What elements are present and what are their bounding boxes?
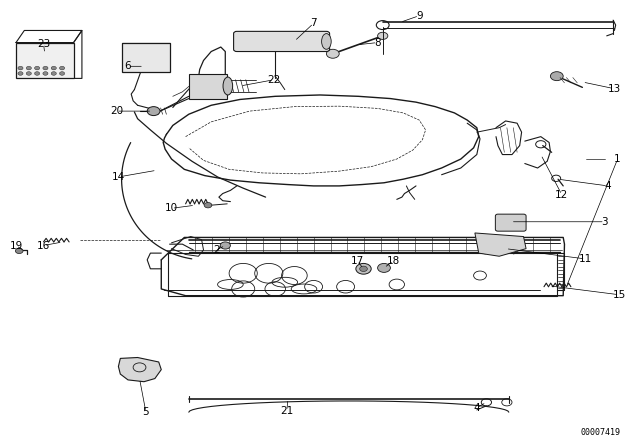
Circle shape	[60, 66, 65, 70]
Circle shape	[326, 49, 339, 58]
Text: 14: 14	[112, 172, 125, 182]
Bar	[122, 43, 170, 72]
Polygon shape	[475, 233, 526, 256]
Circle shape	[220, 242, 230, 249]
Text: 4: 4	[605, 181, 611, 191]
Circle shape	[356, 263, 371, 274]
Circle shape	[60, 72, 65, 75]
Circle shape	[43, 66, 48, 70]
Circle shape	[43, 72, 48, 75]
Circle shape	[378, 263, 390, 272]
Text: 22: 22	[268, 75, 280, 85]
Text: 4: 4	[474, 403, 480, 413]
Circle shape	[18, 66, 23, 70]
Text: 13: 13	[608, 84, 621, 94]
Ellipse shape	[321, 34, 332, 49]
Text: 11: 11	[579, 254, 592, 264]
Circle shape	[26, 66, 31, 70]
Circle shape	[35, 72, 40, 75]
Text: 12: 12	[556, 190, 568, 200]
Text: 21: 21	[280, 406, 293, 416]
Circle shape	[378, 32, 388, 39]
Text: 00007419: 00007419	[581, 428, 621, 437]
Circle shape	[550, 72, 563, 81]
Circle shape	[18, 72, 23, 75]
Circle shape	[51, 66, 56, 70]
Circle shape	[360, 266, 367, 271]
Text: 8: 8	[374, 38, 381, 47]
Text: 23: 23	[37, 39, 50, 49]
Text: 16: 16	[37, 241, 50, 250]
Text: 10: 10	[165, 203, 178, 213]
Text: 20: 20	[110, 106, 123, 116]
Text: 2: 2	[213, 245, 220, 255]
Text: 1: 1	[614, 154, 621, 164]
Text: 15: 15	[613, 290, 626, 300]
Circle shape	[204, 202, 212, 208]
Circle shape	[51, 72, 56, 75]
Ellipse shape	[223, 77, 233, 95]
FancyBboxPatch shape	[234, 31, 330, 52]
Circle shape	[35, 66, 40, 70]
FancyBboxPatch shape	[495, 214, 526, 231]
Circle shape	[147, 107, 160, 116]
Text: 6: 6	[125, 61, 131, 71]
Circle shape	[26, 72, 31, 75]
Text: 7: 7	[310, 18, 317, 28]
Circle shape	[15, 248, 23, 254]
Text: 18: 18	[387, 256, 400, 266]
Text: 17: 17	[351, 256, 364, 266]
Bar	[189, 74, 227, 99]
Text: 5: 5	[143, 407, 149, 417]
Text: 9: 9	[416, 11, 422, 21]
Bar	[16, 43, 74, 78]
Text: 3: 3	[602, 217, 608, 227]
Polygon shape	[118, 358, 161, 382]
Text: 19: 19	[10, 241, 22, 250]
